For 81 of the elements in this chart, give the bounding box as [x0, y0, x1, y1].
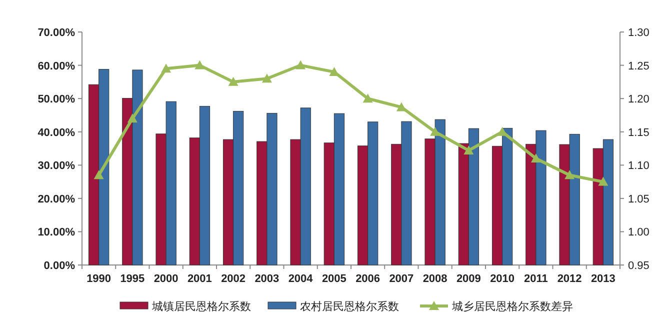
bar	[300, 108, 311, 266]
bar	[391, 144, 402, 266]
x-tick-label: 2009	[456, 273, 481, 285]
legend-label: 城乡居民恩格尔系数差异	[451, 300, 573, 313]
point	[127, 114, 138, 123]
bar	[434, 119, 446, 266]
point	[564, 170, 575, 180]
x-tick-label: 2004	[288, 273, 314, 285]
point	[430, 126, 440, 136]
bar	[569, 134, 580, 266]
bar	[88, 84, 100, 266]
bar	[156, 134, 166, 266]
point	[296, 60, 306, 70]
point	[194, 60, 205, 70]
point	[530, 153, 541, 162]
bar	[559, 144, 570, 266]
y-tick-label: 40.00%	[38, 126, 76, 139]
point	[598, 176, 608, 186]
bar	[458, 143, 469, 266]
y2-tick-label: 1.20	[628, 94, 650, 106]
bar	[290, 139, 301, 266]
bar	[592, 148, 604, 266]
point	[262, 74, 272, 83]
x-tick-label: 2010	[490, 273, 515, 285]
y2-tick-label: 1.05	[628, 193, 650, 206]
y-tick-label: 30.00%	[38, 160, 76, 172]
bar	[492, 146, 503, 266]
bar	[424, 138, 436, 266]
legend-label: 农村居民恩格尔系数	[300, 300, 399, 313]
point	[228, 76, 238, 86]
point	[396, 102, 406, 112]
x-tick-label: 2006	[356, 273, 380, 285]
x-tick-label: 2002	[221, 273, 246, 285]
x-tick-label: 2012	[557, 273, 582, 285]
x-tick-label: 2011	[524, 273, 548, 285]
bar	[98, 69, 110, 266]
x-tick-label: 2005	[322, 273, 346, 285]
bar	[526, 144, 536, 266]
x-tick-label: 1990	[86, 273, 112, 285]
x-tick-label: 2000	[154, 273, 178, 285]
bar	[357, 146, 368, 266]
y-tick-label: 0.00%	[44, 260, 76, 272]
point	[464, 145, 474, 154]
bar	[468, 128, 480, 266]
x-tick-label: 2007	[389, 273, 414, 285]
y2-tick-label: 1.10	[628, 160, 650, 172]
bar	[122, 98, 133, 266]
y-tick-label: 50.00%	[38, 94, 76, 106]
point	[362, 94, 373, 103]
y-tick-label: 60.00%	[38, 60, 76, 72]
y-tick-label: 10.00%	[38, 226, 76, 239]
bar	[233, 110, 244, 266]
y2-tick-label: 0.95	[628, 260, 650, 272]
y-tick-label: 20.00%	[38, 193, 76, 206]
bar	[166, 101, 176, 266]
bar	[266, 112, 278, 266]
y2-tick-label: 1.00	[628, 226, 650, 239]
bar	[401, 121, 412, 266]
bar	[199, 106, 210, 266]
y-tick-label: 70.00%	[38, 27, 76, 39]
bar	[132, 70, 143, 266]
y2-tick-label: 1.25	[628, 60, 650, 72]
x-tick-label: 1995	[120, 273, 145, 285]
bar	[334, 113, 345, 266]
y2-tick-label: 1.30	[628, 27, 650, 39]
point	[161, 64, 172, 73]
bar	[602, 139, 614, 266]
bar	[324, 142, 334, 266]
bar	[222, 139, 234, 266]
bar	[502, 128, 513, 266]
bar	[536, 130, 546, 266]
point	[94, 170, 104, 180]
bar	[256, 141, 268, 266]
x-tick-label: 2001	[187, 273, 212, 285]
x-tick-label: 2003	[254, 273, 280, 285]
bar	[189, 138, 200, 266]
y2-tick-label: 1.15	[628, 126, 650, 139]
bar	[368, 122, 378, 266]
legend-label: 城镇居民恩格尔系数	[151, 300, 251, 313]
x-tick-label: 2008	[422, 273, 448, 285]
x-tick-label: 2013	[590, 273, 616, 285]
